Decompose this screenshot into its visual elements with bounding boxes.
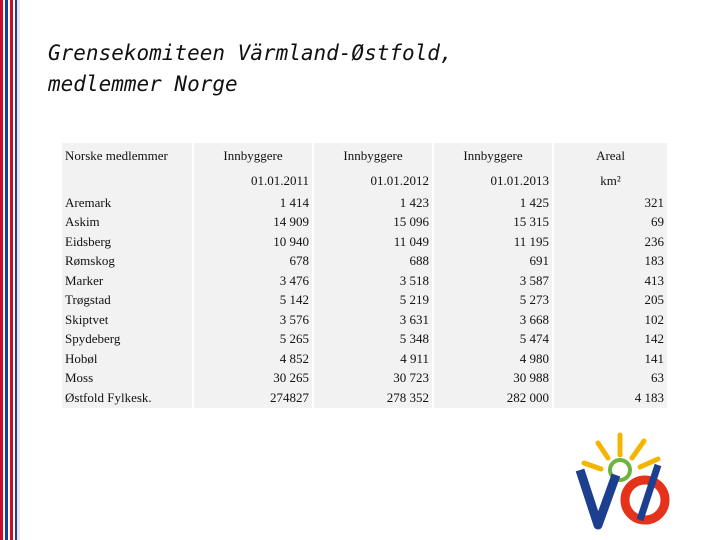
table-cell: 282 000 bbox=[434, 388, 552, 408]
member-table: Norske medlemmer Innbyggere Innbyggere Innb… bbox=[60, 143, 669, 408]
table-cell: 5 273 bbox=[434, 290, 552, 310]
table-cell: Aremark bbox=[62, 193, 192, 213]
table-row: Aremark 1 414 1 423 1 425 321 bbox=[62, 193, 667, 213]
table-cell: 3 576 bbox=[194, 310, 312, 330]
table-cell: 69 bbox=[554, 212, 667, 232]
table-cell: 11 049 bbox=[314, 232, 432, 252]
table-cell: 678 bbox=[194, 251, 312, 271]
table-cell: Hobøl bbox=[62, 349, 192, 369]
table-cell: 691 bbox=[434, 251, 552, 271]
table-cell: 5 142 bbox=[194, 290, 312, 310]
header-cell: 01.01.2011 bbox=[194, 168, 312, 193]
header-cell: Areal bbox=[554, 143, 667, 168]
table-cell: 142 bbox=[554, 329, 667, 349]
table-cell: 4 852 bbox=[194, 349, 312, 369]
table-cell: 1 425 bbox=[434, 193, 552, 213]
header-cell: Norske medlemmer bbox=[62, 143, 192, 168]
header-cell: km² bbox=[554, 168, 667, 193]
title-line: Grensekomiteen Värmland-Østfold, bbox=[48, 41, 453, 65]
table-cell: 4 980 bbox=[434, 349, 552, 369]
border-stripes bbox=[0, 0, 20, 540]
table-cell: 30 723 bbox=[314, 368, 432, 388]
table-cell: 688 bbox=[314, 251, 432, 271]
table-cell: 274827 bbox=[194, 388, 312, 408]
table-cell: 102 bbox=[554, 310, 667, 330]
table-cell: 278 352 bbox=[314, 388, 432, 408]
table-cell: 3 668 bbox=[434, 310, 552, 330]
table-cell: 4 183 bbox=[554, 388, 667, 408]
table-cell: 5 219 bbox=[314, 290, 432, 310]
subheader-row: 01.01.2011 01.01.2012 01.01.2013 km² bbox=[62, 168, 667, 193]
table-cell: Rømskog bbox=[62, 251, 192, 271]
table-cell: Trøgstad bbox=[62, 290, 192, 310]
table-cell: Skiptvet bbox=[62, 310, 192, 330]
table-cell: Askim bbox=[62, 212, 192, 232]
table-cell: 63 bbox=[554, 368, 667, 388]
table-cell: 15 315 bbox=[434, 212, 552, 232]
table-cell: 5 348 bbox=[314, 329, 432, 349]
table-cell: 14 909 bbox=[194, 212, 312, 232]
table-cell: 3 631 bbox=[314, 310, 432, 330]
header-cell: Innbyggere bbox=[194, 143, 312, 168]
table-cell: 1 414 bbox=[194, 193, 312, 213]
table-cell: Marker bbox=[62, 271, 192, 291]
table-row: Rømskog 678 688 691 183 bbox=[62, 251, 667, 271]
table-cell: 11 195 bbox=[434, 232, 552, 252]
header-cell: 01.01.2012 bbox=[314, 168, 432, 193]
table-row: Askim 14 909 15 096 15 315 69 bbox=[62, 212, 667, 232]
table-cell: Østfold Fylkesk. bbox=[62, 388, 192, 408]
table-cell: 30 988 bbox=[434, 368, 552, 388]
table-cell: 141 bbox=[554, 349, 667, 369]
table-cell: 321 bbox=[554, 193, 667, 213]
header-cell: 01.01.2013 bbox=[434, 168, 552, 193]
header-cell: Innbyggere bbox=[314, 143, 432, 168]
table-row: Marker 3 476 3 518 3 587 413 bbox=[62, 271, 667, 291]
table-cell: 205 bbox=[554, 290, 667, 310]
table-cell: 236 bbox=[554, 232, 667, 252]
table-cell: Moss bbox=[62, 368, 192, 388]
table-cell: 10 940 bbox=[194, 232, 312, 252]
logo bbox=[575, 432, 670, 530]
title-line: medlemmer Norge bbox=[48, 72, 238, 96]
table-cell: Eidsberg bbox=[62, 232, 192, 252]
table-cell: 5 265 bbox=[194, 329, 312, 349]
table-cell: 413 bbox=[554, 271, 667, 291]
table-cell: 5 474 bbox=[434, 329, 552, 349]
table-cell: Spydeberg bbox=[62, 329, 192, 349]
table-cell: 3 476 bbox=[194, 271, 312, 291]
table-cell: 183 bbox=[554, 251, 667, 271]
table-row: Eidsberg 10 940 11 049 11 195 236 bbox=[62, 232, 667, 252]
table-cell: 3 587 bbox=[434, 271, 552, 291]
table-row: Skiptvet 3 576 3 631 3 668 102 bbox=[62, 310, 667, 330]
table-cell: 4 911 bbox=[314, 349, 432, 369]
table-cell: 30 265 bbox=[194, 368, 312, 388]
slide-title: Grensekomiteen Värmland-Østfold, medlemm… bbox=[48, 38, 453, 100]
table-cell: 3 518 bbox=[314, 271, 432, 291]
table-cell: 15 096 bbox=[314, 212, 432, 232]
table-row: Spydeberg 5 265 5 348 5 474 142 bbox=[62, 329, 667, 349]
header-cell: Innbyggere bbox=[434, 143, 552, 168]
table-row: Moss 30 265 30 723 30 988 63 bbox=[62, 368, 667, 388]
table-cell: 1 423 bbox=[314, 193, 432, 213]
header-row: Norske medlemmer Innbyggere Innbyggere Innb… bbox=[62, 143, 667, 168]
table-row: Trøgstad 5 142 5 219 5 273 205 bbox=[62, 290, 667, 310]
table-row: Hobøl 4 852 4 911 4 980 141 bbox=[62, 349, 667, 369]
header-cell bbox=[62, 168, 192, 193]
table-row: Østfold Fylkesk. 274827 278 352 282 000 4 18… bbox=[62, 388, 667, 408]
